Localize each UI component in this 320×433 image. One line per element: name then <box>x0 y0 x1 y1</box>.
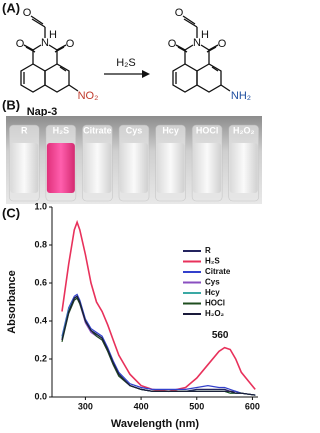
arrow-head <box>142 70 150 78</box>
annotation: 560 <box>212 330 229 341</box>
legend-label: H₂S <box>205 257 220 266</box>
x-tick-label: 300 <box>78 401 93 411</box>
series-line <box>61 297 256 396</box>
axis-frame <box>51 207 258 398</box>
vial-label: Citrate <box>83 125 112 135</box>
panel-label: (C) <box>2 205 20 220</box>
atom-label: H <box>201 29 209 41</box>
atom-label: O <box>16 38 25 50</box>
reactant-structure <box>20 15 79 93</box>
chart: 0.0 0.2 0.4 0.6 0.8 1.0 300 400 500 600 Wavelength… <box>6 201 260 430</box>
series-line <box>61 293 256 396</box>
panel-label: (B) <box>2 97 20 112</box>
atom-label: N <box>41 37 49 49</box>
y-tick-label: 0.6 <box>34 277 47 287</box>
vial-label: Hcy <box>162 125 179 135</box>
atom-label: O <box>66 38 75 50</box>
series-line <box>61 219 256 393</box>
vial-solution <box>229 143 258 193</box>
substituent-label: NH₂ <box>231 90 251 102</box>
vial-group: R H₂S Citrate Cys Hcy HOCl H₂O₂ <box>8 124 260 202</box>
vial-solution <box>120 143 148 193</box>
vial-label: HOCl <box>196 125 219 135</box>
atom-label: H <box>49 29 57 41</box>
y-tick-label: 0.2 <box>34 353 47 363</box>
vial-label: R <box>21 125 28 135</box>
reagent: H₂S <box>116 57 136 69</box>
vial-solution <box>83 143 112 193</box>
x-tick-label: 400 <box>134 401 149 411</box>
series-line <box>61 295 256 396</box>
series-line <box>61 295 256 396</box>
vial-solution <box>156 143 185 193</box>
vial-solution <box>193 143 222 193</box>
vial-label: H₂O₂ <box>233 125 255 135</box>
legend-label: H₂O₂ <box>205 309 225 318</box>
series-line <box>61 295 256 396</box>
compound-name: Nap-3 <box>27 106 58 118</box>
vial-label: H₂S <box>53 125 70 135</box>
vial-solution <box>10 143 39 193</box>
substituent-label: NO₂ <box>78 90 99 102</box>
legend-label: Hcy <box>205 288 220 297</box>
atom-label: O <box>175 7 184 19</box>
y-tick-label: 0.8 <box>34 239 47 249</box>
x-tick-label: 600 <box>245 401 260 411</box>
legend-label: Citrate <box>205 267 231 276</box>
legend-label: HOCl <box>205 299 225 308</box>
figure: (A) O O O N H NO₂ Nap-3 H₂S O O O N H NH… <box>2 0 262 430</box>
product-structure: O O O N H NH₂ <box>168 7 251 102</box>
vial-solution <box>46 143 75 193</box>
y-tick-label: 1.0 <box>34 201 47 211</box>
series-line <box>61 297 256 396</box>
y-tick-label: 0.4 <box>34 315 47 325</box>
y-tick-label: 0.0 <box>34 391 47 401</box>
y-axis-label: Absorbance <box>6 270 18 334</box>
x-axis-label: Wavelength (nm) <box>111 418 200 430</box>
atom-label: O <box>218 38 227 50</box>
legend-label: Cys <box>205 278 220 287</box>
vial-label: Cys <box>126 125 143 135</box>
atom-label: O <box>23 7 32 19</box>
x-tick-label: 500 <box>189 401 204 411</box>
atom-label: N <box>193 37 201 49</box>
atom-label: O <box>168 38 177 50</box>
legend-label: R <box>205 246 211 255</box>
panel-label: (A) <box>2 0 20 15</box>
